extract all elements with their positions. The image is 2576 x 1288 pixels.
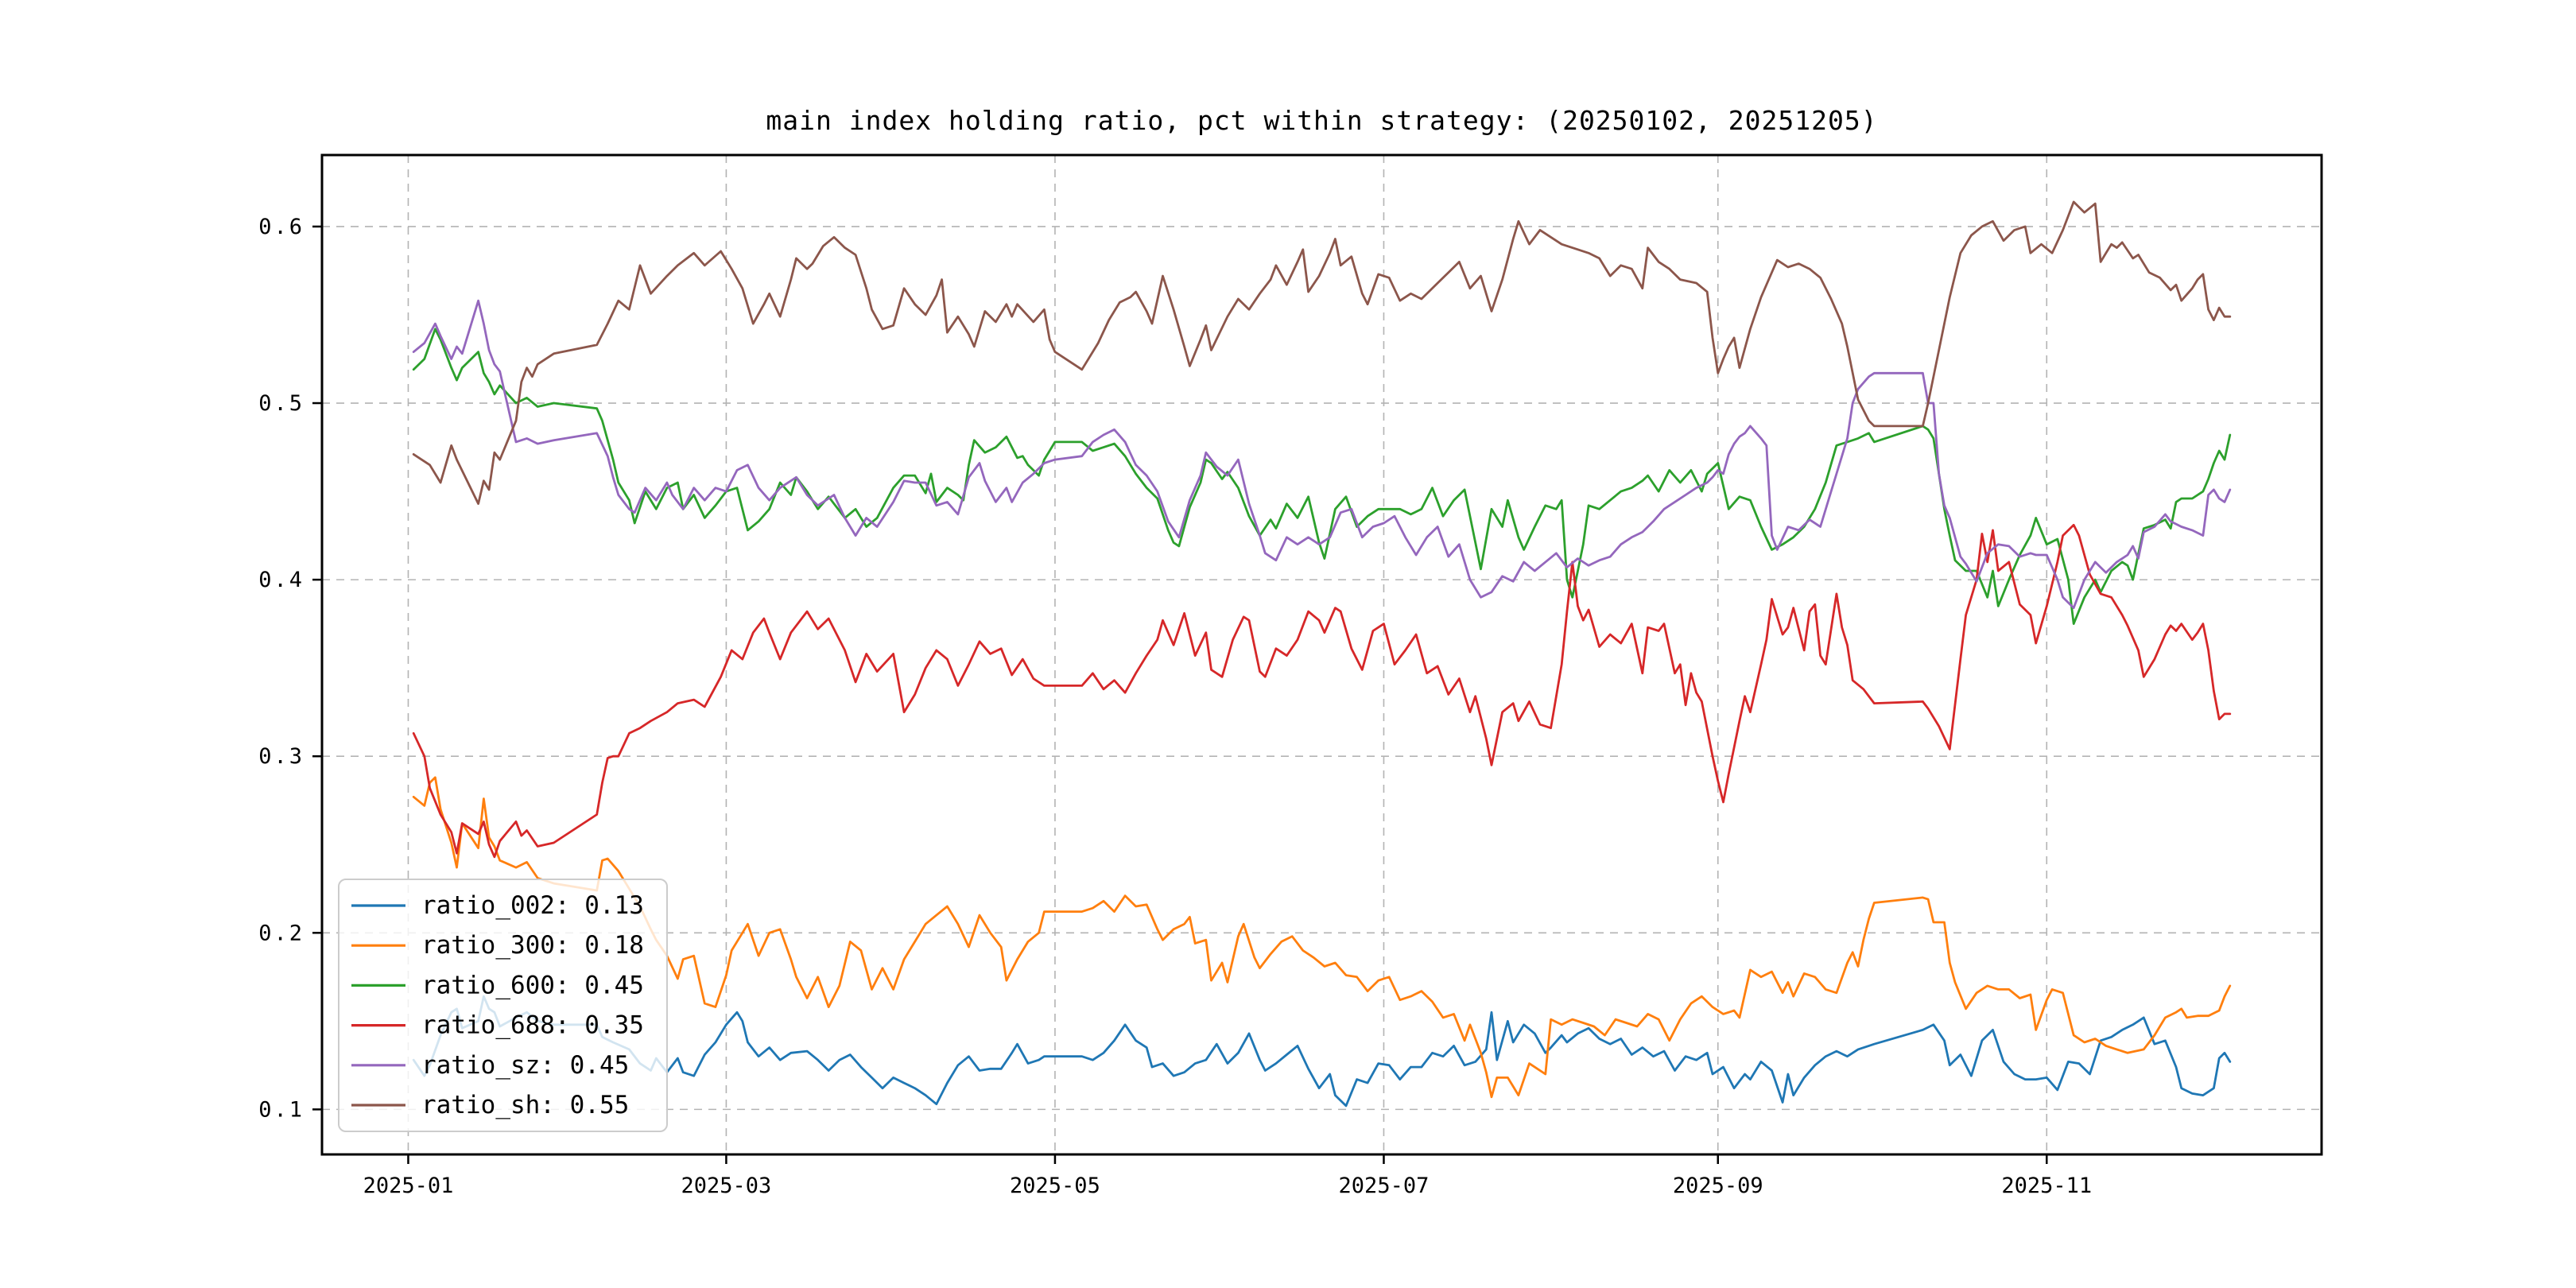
legend-item-ratio_002: ratio_002: 0.13 <box>351 891 644 920</box>
legend-label-ratio_300: ratio_300: 0.18 <box>421 931 644 960</box>
series-line-ratio_sz <box>412 299 2232 609</box>
y-tick-label-0.1: 0.1 <box>258 1097 305 1122</box>
series-line-ratio_sh <box>412 200 2232 505</box>
y-tick-label-0.5: 0.5 <box>258 391 305 416</box>
legend-item-ratio_sz: ratio_sz: 0.45 <box>351 1051 629 1080</box>
legend-label-ratio_002: ratio_002: 0.13 <box>421 891 644 920</box>
x-tick-label-2025-09: 2025-09 <box>1673 1174 1763 1198</box>
x-tick-labels: 2025-01 2025-03 2025-05 2025-07 2025-09 2025-… <box>363 1174 2093 1198</box>
legend-item-ratio_sh: ratio_sh: 0.55 <box>351 1091 629 1119</box>
chart-title: main index holding ratio, pct within str… <box>766 105 1878 136</box>
y-tick-labels: 0.1 0.2 0.3 0.4 0.5 0.6 <box>258 215 305 1122</box>
y-tick-label-0.6: 0.6 <box>258 215 305 239</box>
y-tick-label-0.2: 0.2 <box>258 921 305 945</box>
legend-box <box>338 879 668 1132</box>
series-line-ratio_688 <box>412 523 2232 859</box>
y-tick-label-0.4: 0.4 <box>258 568 305 592</box>
x-tick-label-2025-05: 2025-05 <box>1010 1174 1100 1198</box>
legend-label-ratio_600: ratio_600: 0.45 <box>421 971 644 999</box>
legend-label-ratio_688: ratio_688: 0.35 <box>421 1011 644 1040</box>
legend-item-ratio_300: ratio_300: 0.18 <box>351 931 644 960</box>
legend-item-ratio_600: ratio_600: 0.45 <box>351 971 644 999</box>
legend-label-ratio_sz: ratio_sz: 0.45 <box>421 1051 629 1080</box>
x-tick-label-2025-07: 2025-07 <box>1339 1174 1430 1198</box>
x-tick-label-2025-03: 2025-03 <box>681 1174 772 1198</box>
axes-spines <box>320 153 2323 1156</box>
series-lines <box>412 200 2232 1108</box>
legend: ratio_002: 0.13 ratio_300: 0.18 ratio_600:… <box>338 879 668 1132</box>
legend-label-ratio_sh: ratio_sh: 0.55 <box>421 1091 629 1119</box>
tick-marks <box>312 225 2048 1164</box>
x-tick-label-2025-11: 2025-11 <box>2001 1174 2092 1198</box>
series-line-ratio_002 <box>412 995 2232 1108</box>
x-tick-label-2025-01: 2025-01 <box>363 1174 454 1198</box>
series-line-ratio_600 <box>412 328 2232 625</box>
y-tick-label-0.3: 0.3 <box>258 744 305 769</box>
legend-item-ratio_688: ratio_688: 0.35 <box>351 1011 644 1040</box>
series-line-ratio_300 <box>412 776 2232 1099</box>
